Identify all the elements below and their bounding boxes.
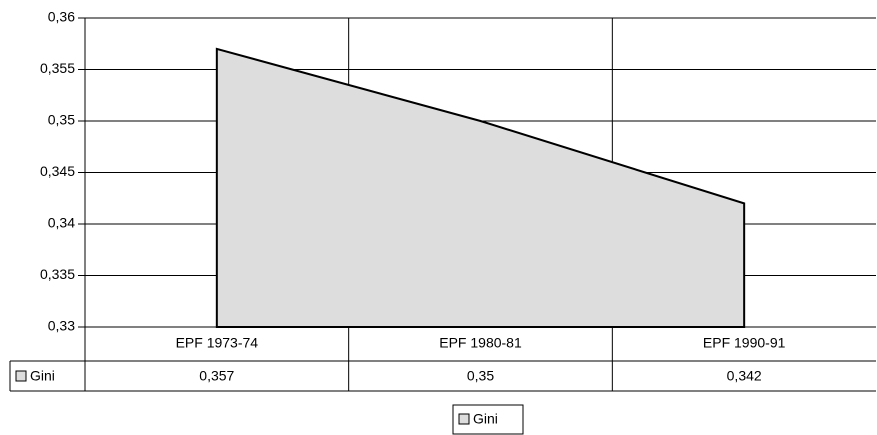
legend-key [15, 370, 27, 382]
x-tick-label: EPF 1990-91 [703, 335, 786, 351]
legend-key [458, 413, 470, 425]
table-value: 0,342 [727, 368, 762, 384]
y-tick-label: 0,335 [40, 266, 75, 282]
y-tick-label: 0,33 [48, 318, 75, 334]
y-tick-label: 0,355 [40, 60, 75, 76]
y-tick-label: 0,345 [40, 163, 75, 179]
x-tick-label: EPF 1973-74 [176, 335, 259, 351]
legend-label: Gini [473, 411, 498, 427]
table-value: 0,35 [467, 368, 494, 384]
area [215, 47, 746, 328]
y-tick-label: 0,35 [48, 112, 75, 128]
legend-box [452, 404, 524, 435]
table-value: 0,357 [199, 368, 234, 384]
y-tick-label: 0,36 [48, 9, 75, 25]
y-tick-label: 0,34 [48, 215, 75, 231]
x-tick-label: EPF 1980-81 [439, 335, 522, 351]
table-row-label: Gini [30, 368, 55, 384]
